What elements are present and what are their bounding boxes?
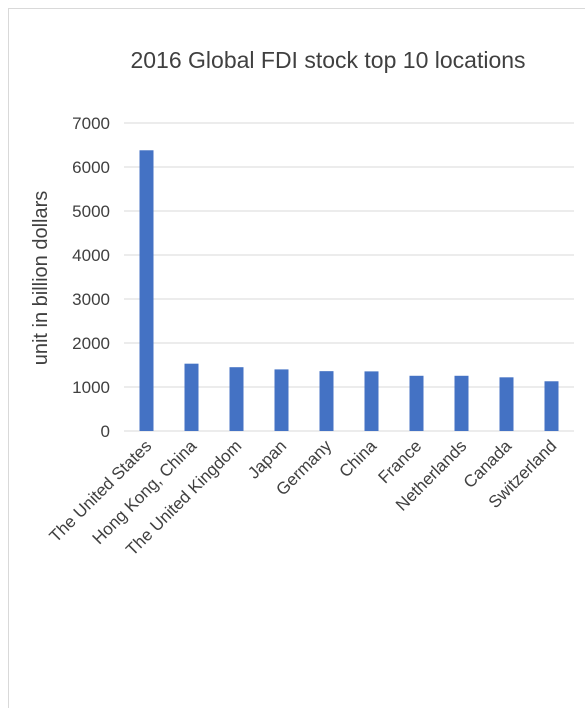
bar [364,371,379,431]
bar [544,381,559,431]
gridlines [124,122,574,432]
y-tick-label: 5000 [72,202,110,221]
y-tick-label: 4000 [72,246,110,265]
bar [319,371,334,431]
y-tick-labels: 0 1000 2000 3000 4000 5000 6000 7000 [72,114,110,441]
bar [229,367,244,431]
y-tick-label: 3000 [72,290,110,309]
y-tick-label: 7000 [72,114,110,133]
chart-title: 2016 Global FDI stock top 10 locations [130,47,525,73]
bar [139,150,154,431]
bar [274,369,289,431]
y-tick-label: 0 [101,422,110,441]
bar [499,377,514,431]
y-tick-label: 2000 [72,334,110,353]
bar [454,375,469,431]
bar [184,363,199,431]
y-axis-label: unit in billion dollars [30,191,52,366]
y-tick-label: 1000 [72,378,110,397]
bars [139,150,559,431]
chart-frame [8,8,585,708]
y-tick-label: 6000 [72,158,110,177]
bar [409,375,424,431]
